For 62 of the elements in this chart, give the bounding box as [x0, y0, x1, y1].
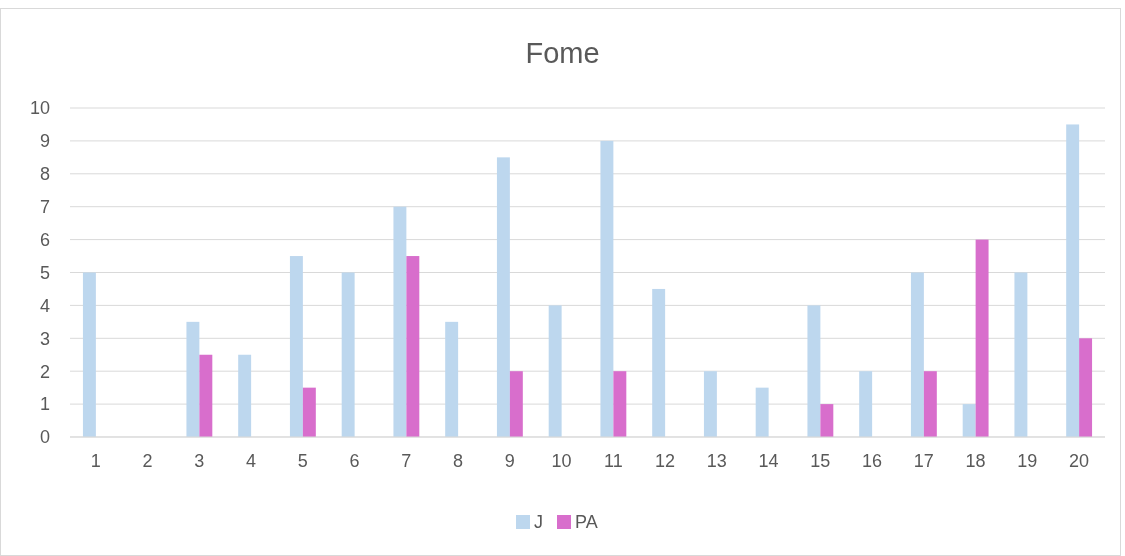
bar	[341, 272, 355, 437]
y-tick-label: 6	[39, 229, 50, 250]
x-tick-label: 6	[349, 451, 360, 471]
bar	[923, 371, 937, 437]
bar	[600, 140, 614, 437]
legend-label: J	[534, 512, 543, 533]
bar	[859, 371, 873, 437]
x-tick-label: 9	[504, 451, 515, 471]
bar	[393, 206, 407, 437]
x-tick-label: 1	[90, 451, 101, 471]
bar	[82, 272, 96, 437]
x-tick-label: 20	[1069, 451, 1090, 471]
x-tick-label: 17	[913, 451, 934, 471]
x-tick-label: 8	[453, 451, 464, 471]
bar	[807, 305, 821, 437]
bar	[238, 354, 252, 437]
x-tick-label: 18	[965, 451, 986, 471]
x-tick-label: 13	[706, 451, 727, 471]
y-tick-label: 0	[39, 427, 50, 448]
y-tick-label: 10	[29, 98, 50, 119]
bar	[199, 354, 213, 437]
y-tick-label: 3	[39, 328, 50, 349]
y-tick-label: 4	[39, 295, 50, 316]
chart-title: Fome	[525, 37, 600, 69]
x-tick-label: 2	[142, 451, 153, 471]
bar	[289, 256, 303, 437]
y-tick-label: 1	[39, 394, 50, 415]
bar	[509, 371, 523, 437]
y-tick-label: 9	[39, 131, 50, 152]
bar	[496, 157, 510, 437]
y-tick-label: 8	[39, 164, 50, 185]
legend-label: PA	[575, 512, 598, 533]
y-tick-label: 5	[39, 262, 50, 283]
x-tick-label: 19	[1017, 451, 1038, 471]
x-tick-label: 10	[551, 451, 572, 471]
x-tick-label: 16	[862, 451, 883, 471]
x-tick-label: 5	[297, 451, 308, 471]
bar	[1066, 124, 1080, 437]
x-tick-label: 4	[246, 451, 257, 471]
bar	[703, 371, 717, 437]
x-tick-label: 7	[401, 451, 412, 471]
bar	[962, 404, 976, 437]
y-tick-label: 7	[39, 197, 50, 217]
bar	[975, 239, 989, 437]
bar	[1014, 272, 1028, 437]
y-tick-label: 2	[39, 361, 50, 382]
bar	[186, 321, 200, 437]
bar	[652, 288, 666, 437]
x-tick-label: 15	[810, 451, 831, 471]
bar	[755, 387, 769, 437]
bar	[445, 321, 459, 437]
x-tick-label: 3	[194, 451, 205, 471]
bar	[613, 371, 627, 437]
bar	[548, 305, 562, 437]
x-tick-label: 14	[758, 451, 779, 471]
bar	[910, 272, 924, 437]
bar	[1079, 338, 1093, 437]
bar	[406, 256, 420, 437]
bar	[302, 387, 316, 437]
x-tick-label: 12	[655, 451, 676, 471]
bar	[820, 404, 834, 437]
x-tick-label: 11	[604, 451, 623, 471]
